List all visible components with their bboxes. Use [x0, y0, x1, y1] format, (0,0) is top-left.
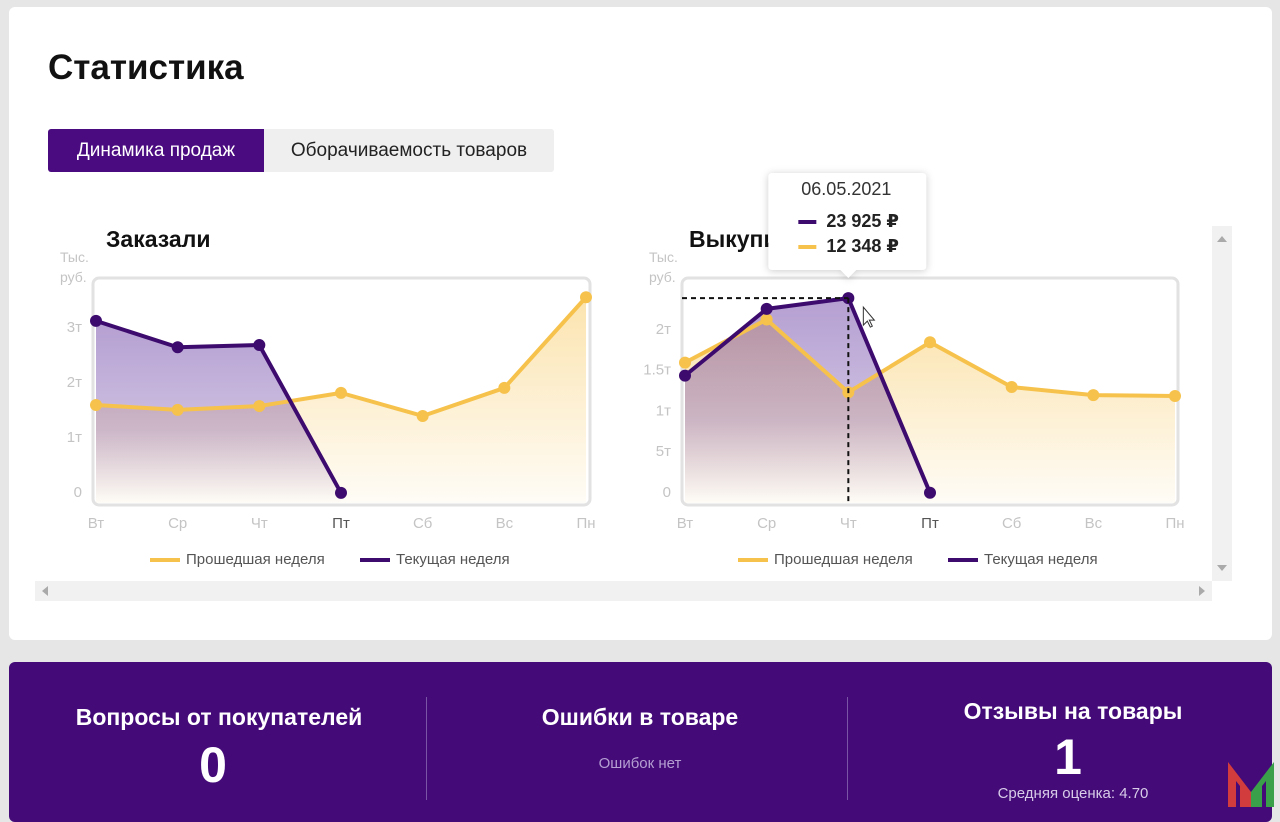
card-title: Вопросы от покупателей	[75, 704, 363, 730]
legend-label: Прошедшая неделя	[186, 551, 325, 568]
summary-panel	[9, 662, 1272, 822]
line	[683, 296, 932, 494]
plot-frame	[91, 276, 592, 507]
x-tick-label: Пн	[1165, 515, 1184, 532]
logo	[1228, 762, 1274, 807]
card-value: 1	[1054, 729, 1082, 785]
point	[171, 403, 184, 416]
x-tick-label: Сб	[413, 515, 432, 532]
separator	[847, 697, 848, 800]
y-axis-label: Тыс. руб.	[649, 249, 678, 285]
x-tick-label: Пн	[576, 515, 595, 532]
y-tick-label: 0	[663, 484, 671, 501]
legend-label: Прошедшая неделя	[774, 551, 913, 568]
crosshair	[682, 297, 850, 505]
tooltip-value: 23 925 ₽	[826, 211, 899, 231]
point	[1169, 389, 1181, 402]
card-title: Ошибки в товаре	[541, 704, 739, 730]
point	[1005, 381, 1018, 394]
point	[498, 381, 511, 394]
y-tick-label: 3т	[67, 319, 82, 336]
h-scrollbar[interactable]	[35, 581, 1212, 601]
point	[335, 486, 347, 499]
point	[90, 314, 102, 327]
card-value: 0	[199, 737, 227, 793]
v-scrollbar[interactable]	[1212, 226, 1232, 581]
y-axis-label: Тыс. руб.	[60, 249, 89, 285]
card-note: Ошибок нет	[598, 755, 682, 772]
x-tick-label: Чт	[251, 515, 268, 532]
y-tick-label: 2т	[67, 374, 82, 391]
point	[335, 386, 347, 399]
y-tick-label: 1.5т	[643, 362, 671, 379]
point	[924, 336, 936, 349]
legend-label: Текущая неделя	[396, 551, 510, 568]
chart-title: Заказали	[106, 226, 210, 252]
y-tick-label: 2т	[656, 321, 671, 338]
tab[interactable]: Оборачиваемость товаров	[264, 129, 554, 172]
tooltip-title: 06.05.2021	[801, 179, 891, 199]
point	[171, 341, 184, 354]
x-tick-label: Чт	[840, 515, 857, 532]
x-tick-label: Сб	[1002, 515, 1021, 532]
point	[580, 291, 592, 304]
point	[1087, 389, 1100, 402]
point	[679, 356, 691, 369]
point	[760, 302, 773, 315]
card-note: Средняя оценка: 4.70	[997, 785, 1149, 802]
x-tick-label: Ср	[757, 515, 776, 532]
y-tick-label: 1т	[656, 402, 671, 419]
x-tick-label: Пт	[332, 515, 350, 532]
separator	[426, 697, 427, 800]
legend-label: Текущая неделя	[984, 551, 1098, 568]
line	[95, 318, 343, 494]
y-tick-label: 5т	[656, 443, 671, 460]
x-tick-label: Вс	[1085, 515, 1103, 532]
x-tick-label: Пт	[921, 515, 939, 532]
area	[96, 320, 341, 503]
point	[253, 400, 266, 413]
y-tick-label: 1т	[67, 429, 82, 446]
point	[924, 486, 936, 499]
tooltip-value: 12 348 ₽	[826, 236, 899, 256]
point	[760, 313, 773, 326]
point	[679, 369, 691, 382]
x-tick-label: Вс	[496, 515, 514, 532]
page-title: Статистика	[48, 48, 244, 87]
point	[253, 339, 266, 352]
x-tick-label: Вт	[677, 515, 694, 532]
x-tick-label: Вт	[88, 515, 105, 532]
x-tick-label: Ср	[168, 515, 187, 532]
cursor	[862, 305, 876, 328]
tooltip-box	[768, 173, 927, 278]
point	[416, 409, 429, 422]
point	[90, 398, 102, 411]
charts: Заказали 0 1т 2т 3т Вт Ср Чт Пт Сб Вс Пн Прошедшая н…	[35, 173, 1232, 601]
tab-active[interactable]: Динамика продаж	[48, 129, 264, 172]
y-tick-label: 0	[74, 484, 82, 501]
card-title: Отзывы на товары	[963, 698, 1183, 724]
